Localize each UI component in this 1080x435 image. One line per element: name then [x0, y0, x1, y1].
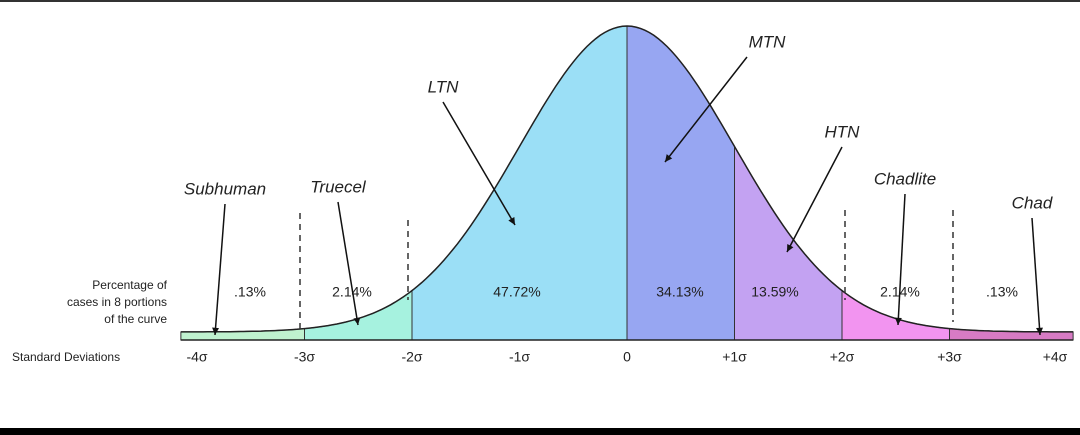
category-label: Subhuman	[184, 179, 266, 198]
category-label: Chad	[1012, 193, 1053, 212]
arrow-head	[787, 244, 794, 252]
bottom-bar	[0, 428, 1080, 435]
sigma-label: +4σ	[1043, 349, 1068, 365]
arrow-head	[894, 317, 902, 325]
category-label: Truecel	[310, 177, 367, 196]
axis-label: Standard Deviations	[12, 350, 120, 364]
portion-label: .13%	[234, 284, 266, 300]
category-label: MTN	[749, 32, 787, 51]
portion-label: 47.72%	[493, 284, 540, 300]
arrow-head	[508, 217, 515, 225]
arrow-head	[353, 317, 361, 325]
sigma-label: +3σ	[937, 349, 962, 365]
arrow-head	[212, 327, 220, 335]
curve-outline	[180, 25, 1074, 333]
category-label: Chadlite	[874, 169, 936, 188]
arrow-line	[214, 203, 226, 336]
top-border	[0, 0, 1080, 2]
sigma-label: +1σ	[722, 349, 747, 365]
sigma-label: -4σ	[186, 349, 207, 365]
category-label: LTN	[428, 77, 460, 96]
arrow-line	[897, 193, 906, 326]
sigma-label: 0	[623, 349, 631, 365]
sigma-label: +2σ	[830, 349, 855, 365]
arrow-line	[786, 146, 843, 253]
arrow-head	[1036, 327, 1043, 335]
portion-label: 13.59%	[751, 284, 798, 300]
sigma-label: -2σ	[401, 349, 422, 365]
arrow-line	[442, 101, 516, 226]
row-label: cases in 8 portions	[67, 295, 167, 309]
row-label: of the curve	[104, 312, 167, 326]
labels: Percentage of cases in 8 portions of the c…	[12, 32, 1068, 364]
portion-label: .13%	[986, 284, 1018, 300]
portion-label: 34.13%	[656, 284, 703, 300]
sigma-label: -1σ	[509, 349, 530, 365]
category-label: HTN	[825, 122, 861, 141]
arrow-line	[1031, 217, 1041, 336]
sigma-label: -3σ	[294, 349, 315, 365]
row-label: Percentage of	[92, 278, 167, 292]
arrow-line	[664, 56, 748, 163]
arrow-line	[337, 201, 359, 326]
arrow-head	[665, 154, 673, 162]
